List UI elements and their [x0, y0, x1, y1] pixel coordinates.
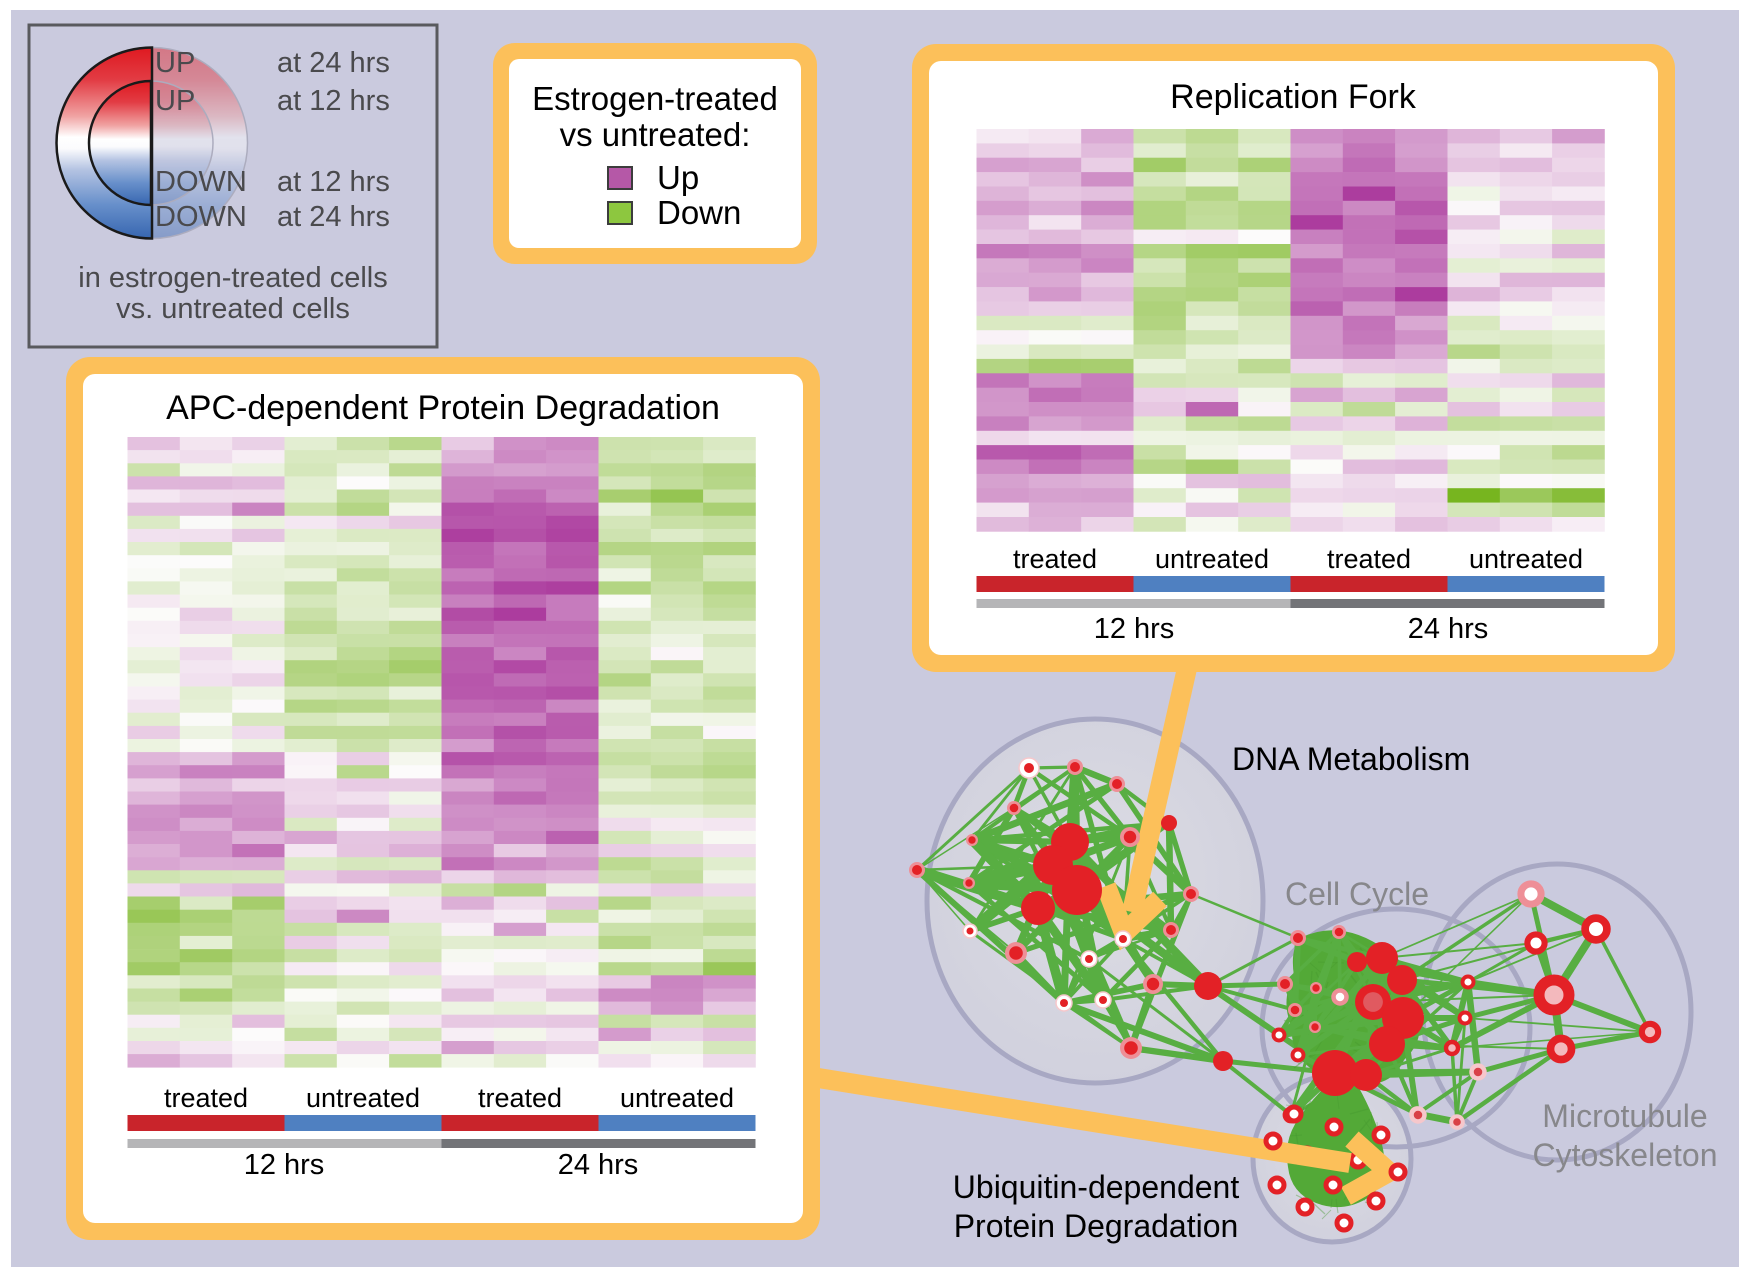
svg-text:Protein Degradation: Protein Degradation [954, 1208, 1239, 1244]
svg-text:24 hrs: 24 hrs [558, 1149, 639, 1181]
svg-text:at 12 hrs: at 12 hrs [277, 85, 390, 117]
svg-text:Replication Fork: Replication Fork [1170, 78, 1417, 116]
svg-text:UP: UP [155, 47, 195, 79]
svg-text:at 12 hrs: at 12 hrs [277, 166, 390, 198]
svg-text:UP: UP [155, 85, 195, 117]
svg-text:vs untreated:: vs untreated: [560, 116, 751, 153]
svg-text:DOWN: DOWN [155, 166, 247, 198]
svg-text:untreated: untreated [620, 1083, 734, 1113]
svg-text:treated: treated [1327, 544, 1411, 574]
svg-text:12 hrs: 12 hrs [1094, 613, 1175, 645]
svg-text:Microtubule: Microtubule [1542, 1098, 1707, 1134]
svg-text:DOWN: DOWN [155, 201, 247, 233]
svg-text:APC-dependent Protein Degradat: APC-dependent Protein Degradation [166, 389, 720, 427]
svg-text:Ubiquitin-dependent: Ubiquitin-dependent [953, 1169, 1240, 1205]
svg-text:in estrogen-treated cells: in estrogen-treated cells [78, 262, 388, 294]
svg-text:Up: Up [657, 159, 699, 196]
svg-text:Estrogen-treated: Estrogen-treated [532, 80, 778, 117]
svg-text:vs. untreated cells: vs. untreated cells [116, 293, 350, 325]
svg-text:treated: treated [1013, 544, 1097, 574]
svg-text:Cytoskeleton: Cytoskeleton [1533, 1137, 1718, 1173]
svg-text:at 24 hrs: at 24 hrs [277, 47, 390, 79]
svg-text:12 hrs: 12 hrs [244, 1149, 325, 1181]
svg-text:24 hrs: 24 hrs [1408, 613, 1489, 645]
svg-text:treated: treated [478, 1083, 562, 1113]
svg-text:treated: treated [164, 1083, 248, 1113]
svg-text:DNA Metabolism: DNA Metabolism [1232, 741, 1470, 777]
svg-text:untreated: untreated [1469, 544, 1583, 574]
svg-text:Down: Down [657, 194, 741, 231]
svg-text:untreated: untreated [306, 1083, 420, 1113]
svg-text:untreated: untreated [1155, 544, 1269, 574]
svg-text:at 24 hrs: at 24 hrs [277, 201, 390, 233]
svg-text:Cell Cycle: Cell Cycle [1285, 876, 1429, 912]
